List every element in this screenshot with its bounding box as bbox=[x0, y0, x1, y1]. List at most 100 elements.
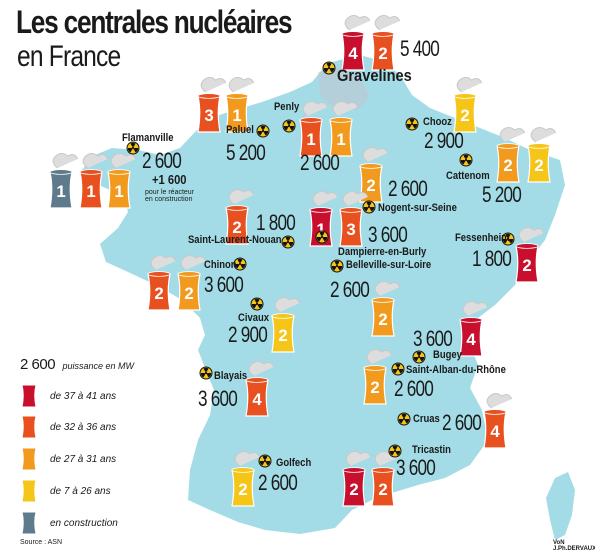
radiation-symbol-icon bbox=[501, 232, 515, 246]
radiation-symbol-icon bbox=[330, 259, 344, 273]
legend-item-7-26: de 7 à 26 ans bbox=[20, 479, 111, 503]
smoke-plume-icon bbox=[366, 349, 393, 365]
cooling-tower-icon bbox=[225, 207, 249, 245]
plant-label-dampierre: Dampierre-en-Burly bbox=[338, 246, 427, 258]
legend-item-27-31: de 27 à 31 ans bbox=[20, 447, 116, 471]
note-flamanville: pour le réacteur en construction bbox=[145, 189, 194, 203]
reactor-count-label: 1 bbox=[86, 182, 95, 201]
reactor-count-label: 4 bbox=[466, 330, 476, 349]
power-belleville: 2 600 bbox=[330, 277, 370, 302]
cooling-tower-nogent-sur-seine-0: 2 bbox=[359, 147, 389, 203]
power-fessenheim: 1 800 bbox=[472, 246, 512, 271]
legend-label: de 32 à 36 ans bbox=[50, 421, 117, 433]
tower-rim bbox=[483, 409, 507, 415]
smoke-plume-icon bbox=[344, 15, 371, 31]
cooling-tower-icon bbox=[515, 245, 539, 283]
cooling-tower-icon bbox=[177, 273, 201, 311]
plant-label-chinon: Chinon bbox=[204, 259, 237, 271]
legend-label: en construction bbox=[50, 517, 118, 529]
tower-rim bbox=[371, 297, 395, 303]
plant-label-paluel: Paluel bbox=[226, 124, 254, 136]
legend-item-37-41: de 37 à 41 ans bbox=[20, 384, 116, 408]
plant-label-tricastin: Tricastin bbox=[412, 444, 451, 456]
cooling-tower-icon bbox=[107, 171, 131, 209]
cooling-tower-icon bbox=[371, 299, 395, 337]
radiation-symbol-icon bbox=[199, 366, 213, 380]
radiation-symbol-icon bbox=[388, 444, 402, 458]
cooling-tower-paluel-0: 3 bbox=[197, 77, 227, 133]
power-gravelines: 5 400 bbox=[400, 36, 440, 61]
region-highlight-north bbox=[318, 66, 370, 110]
tower-rim bbox=[342, 467, 366, 473]
reactor-count-label: 1 bbox=[306, 130, 315, 149]
legend-power-sample: 2 600 bbox=[20, 356, 56, 373]
cooling-tower-saint-laurent-nouan-0: 2 bbox=[225, 189, 255, 245]
cooling-tower-icon bbox=[371, 469, 395, 507]
power-cattenom: 5 200 bbox=[482, 182, 522, 207]
cooling-tower-icon bbox=[496, 145, 520, 183]
cooling-tower-tricastin-1: 2 bbox=[371, 451, 401, 507]
plant-label-penly: Penly bbox=[274, 101, 300, 113]
reactor-count-label: 4 bbox=[348, 44, 358, 63]
tower-rim bbox=[197, 93, 221, 99]
cooling-tower-icon bbox=[342, 469, 366, 507]
cooling-tower-icon bbox=[197, 95, 221, 133]
cooling-tower-icon bbox=[459, 319, 483, 357]
cooling-tower-cruas-0: 4 bbox=[483, 393, 513, 449]
reactor-count-label: 3 bbox=[346, 220, 355, 239]
smoke-plume-icon bbox=[362, 147, 389, 163]
radiation-symbol-icon bbox=[322, 61, 336, 75]
legend-power-caption: puissance en MW bbox=[62, 361, 135, 371]
reactor-count-label: 2 bbox=[184, 284, 193, 303]
smoke-plume-icon bbox=[374, 15, 401, 31]
reactor-count-label: 2 bbox=[534, 156, 543, 175]
tower-rim bbox=[459, 317, 483, 323]
reactor-count-label: 2 bbox=[278, 326, 287, 345]
cooling-tower-icon bbox=[371, 33, 395, 71]
cooling-tower-gravelines-1: 2 bbox=[371, 15, 401, 71]
tower-rim bbox=[177, 271, 201, 277]
legend-label: de 7 à 26 ans bbox=[50, 485, 111, 497]
smoke-plume-icon bbox=[374, 281, 401, 297]
smoke-plume-icon bbox=[332, 101, 359, 117]
tower-rim bbox=[527, 143, 551, 149]
legend-label: de 27 à 31 ans bbox=[50, 453, 117, 465]
cooling-tower-icon bbox=[363, 367, 387, 405]
smoke-plume-icon bbox=[274, 297, 301, 313]
cooling-tower-tricastin-0: 2 bbox=[342, 451, 372, 507]
plant-label-golfech: Golfech bbox=[276, 457, 312, 469]
power-golfech: 2 600 bbox=[258, 470, 298, 495]
tower-rim bbox=[225, 205, 249, 211]
radiation-symbols-layer bbox=[126, 61, 515, 468]
tower-rim bbox=[341, 31, 365, 37]
reactor-count-label: 2 bbox=[370, 378, 379, 397]
reactor-count-label: 2 bbox=[460, 106, 469, 125]
legend-tower-swatch-icon bbox=[21, 447, 37, 471]
reactor-count-label: 4 bbox=[490, 422, 500, 441]
radiation-symbol-icon bbox=[391, 362, 405, 376]
cooling-tower-icon bbox=[329, 119, 353, 157]
cooling-tower-fessenheim-0: 2 bbox=[515, 227, 545, 283]
radiation-symbol-icon bbox=[256, 124, 270, 138]
power-paluel: 5 200 bbox=[226, 140, 266, 165]
page-subtitle: en France bbox=[17, 40, 121, 73]
tower-rim bbox=[271, 313, 295, 319]
smoke-plume-icon bbox=[462, 301, 489, 317]
author-credit: VoN J.Ph.DERVAUX bbox=[553, 540, 595, 552]
cooling-tower-penly-0: 1 bbox=[299, 101, 329, 157]
reactor-count-label: 2 bbox=[378, 310, 387, 329]
reactor-count-label: 2 bbox=[378, 480, 387, 499]
radiation-symbol-icon bbox=[258, 454, 272, 468]
tower-rim bbox=[245, 377, 269, 383]
tower-rim bbox=[49, 169, 73, 175]
page-title: Les centrales nucléaires bbox=[16, 4, 293, 40]
plant-label-cattenom: Cattenom bbox=[446, 170, 490, 182]
reactor-count-label: 3 bbox=[204, 106, 213, 125]
legend-label: de 37 à 41 ans bbox=[50, 390, 117, 402]
cooling-tower-penly-1: 1 bbox=[329, 101, 359, 157]
tower-rim bbox=[515, 243, 539, 249]
cooling-tower-chinon-0: 2 bbox=[147, 255, 177, 311]
cooling-tower-icon bbox=[483, 411, 507, 449]
legend-tower-swatch-icon bbox=[21, 511, 37, 535]
